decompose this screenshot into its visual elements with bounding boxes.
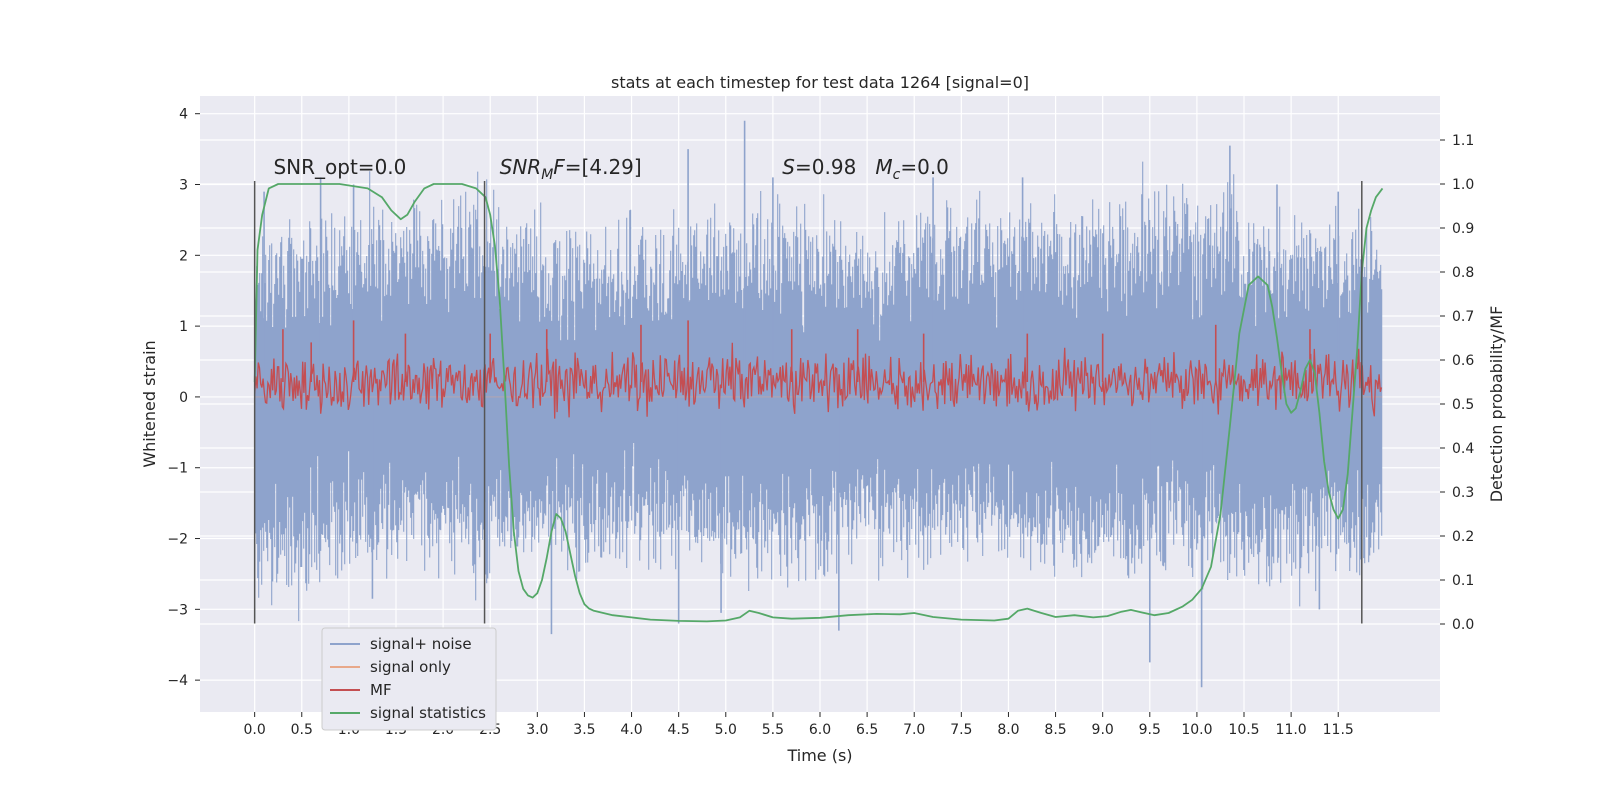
legend-label: MF: [370, 681, 392, 699]
y-left-tick-label: −3: [167, 602, 188, 618]
x-tick-label: 4.0: [620, 722, 642, 738]
annotation-mc-subscript: c: [893, 167, 901, 183]
mf-series: [254, 320, 1383, 419]
y-left-tick-label: −4: [167, 673, 188, 689]
chart-title: stats at each timestep for test data 126…: [611, 73, 1029, 92]
y-right-tick-label: 0.6: [1452, 353, 1474, 369]
x-tick-label: 7.5: [950, 722, 972, 738]
annotation-s-mc: S=0.98 Mc=0.0: [782, 155, 949, 183]
legend-box: [321, 627, 497, 731]
annotation-snr-mf-value: =[4.29]: [565, 155, 642, 179]
x-tick-label: 0.5: [291, 722, 313, 738]
x-tick-label: 11.0: [1276, 722, 1307, 738]
y-right-tick-label: 0.5: [1452, 397, 1474, 413]
y-right-tick-label: 0.4: [1452, 441, 1474, 457]
x-tick-label: 0.0: [244, 722, 266, 738]
legend-label: signal only: [370, 658, 451, 676]
legend-label: signal statistics: [370, 704, 486, 722]
annotation-snr-opt: SNR_opt=0.0: [273, 155, 406, 179]
y-right-tick-label: 0.2: [1452, 529, 1474, 545]
x-tick-label: 5.5: [762, 722, 784, 738]
y-right-tick-label: 0.9: [1452, 221, 1474, 237]
annotation-snr-mf: SNRMF=[4.29]: [500, 155, 642, 183]
vertical-markers: [253, 180, 1363, 624]
x-tick-label: 7.0: [903, 722, 925, 738]
y-right-tick-label: 0.1: [1452, 573, 1474, 589]
x-tick-label: 8.5: [1044, 722, 1066, 738]
x-tick-label: 9.5: [1139, 722, 1161, 738]
x-tick-label: 4.5: [668, 722, 690, 738]
x-tick-label: 10.5: [1228, 722, 1259, 738]
annotation-s-symbol: S: [782, 155, 795, 179]
y-right-tick-label: 0.3: [1452, 485, 1474, 501]
x-tick-label: 10.0: [1181, 722, 1212, 738]
x-tick-label: 8.0: [997, 722, 1019, 738]
legend-label: signal+ noise: [370, 635, 472, 653]
x-tick-label: 11.5: [1323, 722, 1354, 738]
annotation-mc-value: =0.0: [900, 155, 949, 179]
y-left-tick-label: 3: [179, 178, 188, 194]
y-right-tick-label: 1.0: [1452, 177, 1474, 193]
signal-statistics-line: [253, 183, 1384, 623]
x-tick-label: 6.5: [856, 722, 878, 738]
annotation-snr-mf-subscript: M: [541, 167, 553, 183]
y-right-tick-label: 0.7: [1452, 309, 1474, 325]
legend: signal+ noise signal only MF signal statist…: [321, 627, 497, 731]
y-axis-label-right: Detection probability/MF: [1487, 306, 1506, 503]
y-left-tick-label: −1: [167, 461, 188, 477]
x-tick-label: 6.0: [809, 722, 831, 738]
annotation-snr-mf-suffix: F: [553, 155, 565, 179]
y-axis-label-left: Whitened strain: [140, 340, 159, 467]
x-tick-label: 5.0: [715, 722, 737, 738]
y-left-tick-label: 0: [179, 390, 188, 406]
annotations: SNR_opt=0.0 SNRMF=[4.29] S=0.98 Mc=0.0: [273, 155, 948, 183]
x-tick-label: 3.0: [526, 722, 548, 738]
y-right-tick-label: 0.8: [1452, 265, 1474, 281]
signal-statistics-series: [253, 183, 1384, 623]
y-right-tick-label: 1.1: [1452, 133, 1474, 149]
annotation-mc-symbol: M: [875, 155, 892, 179]
y-left-tick-label: 4: [179, 107, 188, 123]
x-tick-label: 9.0: [1092, 722, 1114, 738]
x-axis-label: Time (s): [786, 746, 852, 765]
annotation-s-value: =0.98: [795, 155, 875, 179]
annotation-snr-mf-symbol: SNR: [500, 155, 542, 179]
y-right-tick-label: 0.0: [1452, 617, 1474, 633]
mf-trace: [254, 342, 1383, 419]
y-left-tick-label: 1: [179, 319, 188, 335]
x-tick-label: 3.5: [573, 722, 595, 738]
y-left-tick-label: −2: [167, 532, 188, 548]
y-left-tick-label: 2: [179, 248, 188, 264]
